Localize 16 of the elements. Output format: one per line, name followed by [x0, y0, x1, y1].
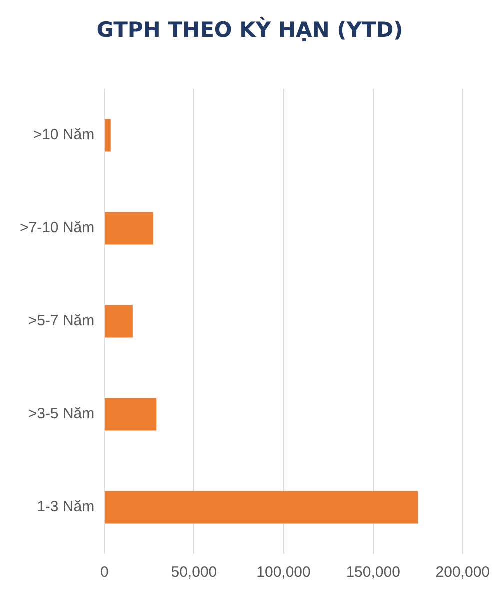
- bar: [105, 398, 157, 431]
- y-tick-label: >3-5 Năm: [28, 406, 95, 423]
- x-tick-label: 100,000: [256, 564, 311, 582]
- x-tick-label: 0: [100, 564, 109, 582]
- bar: [105, 119, 111, 152]
- bar: [105, 305, 133, 338]
- y-tick-label: >5-7 Năm: [28, 312, 95, 330]
- bar: [105, 212, 154, 245]
- chart-title: GTPH THEO KỲ HẠN (YTD): [96, 18, 404, 42]
- y-tick-label: >10 Năm: [33, 126, 95, 144]
- y-tick-label: 1-3 Năm: [37, 498, 95, 516]
- x-tick-label: 50,000: [171, 564, 218, 582]
- bar: [105, 491, 418, 524]
- y-tick-label: >7-10 Năm: [20, 220, 95, 237]
- x-tick-label: 150,000: [346, 564, 400, 582]
- x-tick-label: 200,000: [436, 564, 490, 582]
